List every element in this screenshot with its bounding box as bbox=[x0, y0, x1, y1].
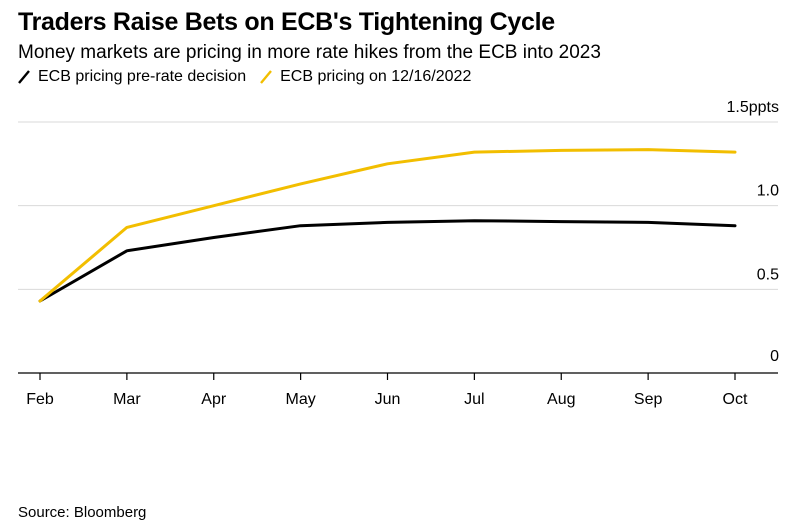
series-lines bbox=[38, 148, 737, 303]
y-tick-label: 1.0 bbox=[757, 183, 779, 200]
series-line-12-16-2022 bbox=[38, 148, 737, 303]
x-axis-ticks: Feb Mar Apr May Jun Jul Aug Sep Oct bbox=[26, 391, 748, 408]
legend-item-pre-rate: ECB pricing pre-rate decision bbox=[18, 68, 246, 86]
y-tick-label: 1.5ppts bbox=[727, 99, 779, 116]
legend-item-12-16-2022: ECB pricing on 12/16/2022 bbox=[260, 68, 471, 86]
x-tick-label: Jul bbox=[464, 391, 484, 408]
x-tick-label: Sep bbox=[634, 391, 663, 408]
x-tick-label: Mar bbox=[113, 391, 141, 408]
x-tick-label: Oct bbox=[723, 391, 748, 408]
legend-swatch-yellow bbox=[260, 70, 273, 84]
x-tick-label: May bbox=[286, 391, 316, 408]
y-axis-ticks: 0 0.5 1.0 1.5ppts bbox=[727, 99, 780, 365]
x-tick-label: Apr bbox=[201, 391, 227, 408]
legend: ECB pricing pre-rate decision ECB pricin… bbox=[18, 68, 485, 86]
source-note: Source: Bloomberg bbox=[18, 504, 147, 521]
legend-label-pre-rate: ECB pricing pre-rate decision bbox=[38, 68, 247, 85]
y-tick-label: 0 bbox=[770, 348, 779, 365]
x-tick-label: Aug bbox=[547, 391, 575, 408]
legend-label-12-16-2022: ECB pricing on 12/16/2022 bbox=[280, 68, 472, 85]
series-line-pre-rate bbox=[38, 219, 737, 303]
x-tick-label: Jun bbox=[375, 391, 401, 408]
gridlines bbox=[18, 121, 778, 290]
y-tick-label: 0.5 bbox=[757, 266, 779, 283]
x-tick-label: Feb bbox=[26, 391, 54, 408]
x-axis bbox=[18, 372, 778, 380]
legend-swatch-black bbox=[18, 70, 30, 84]
chart-title: Traders Raise Bets on ECB's Tightening C… bbox=[18, 8, 555, 36]
chart-subtitle: Money markets are pricing in more rate h… bbox=[18, 42, 601, 63]
